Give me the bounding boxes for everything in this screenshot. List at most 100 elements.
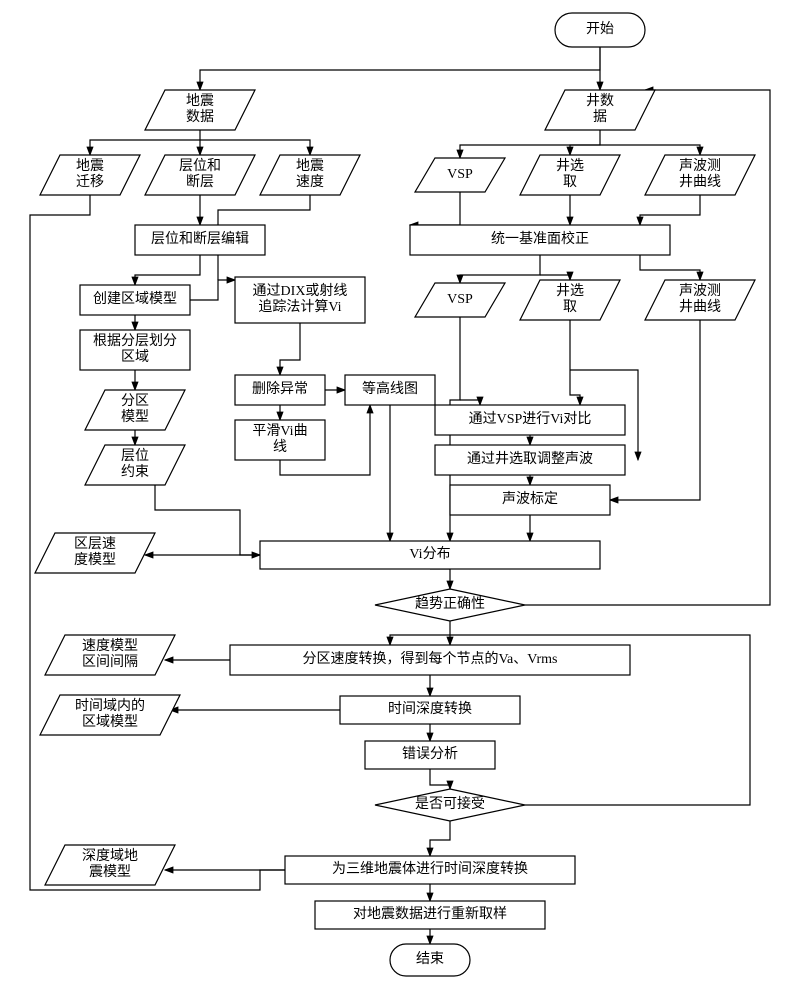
td_conv-label: 时间深度转换 (388, 700, 472, 717)
time_reg-label: 时间域内的 (75, 698, 145, 714)
adj_sonic: 通过井选取调整声波 (435, 445, 625, 475)
depth_mod: 深度域地震模型 (45, 845, 175, 885)
sonic1-label: 声波测 (679, 158, 721, 174)
divide-label: 区域 (121, 349, 149, 365)
dix: 通过DIX或射线追踪法计算Vi (235, 277, 365, 323)
resample-label: 对地震数据进行重新取样 (353, 906, 507, 922)
create_reg: 创建区域模型 (80, 285, 190, 315)
start: 开始 (555, 13, 645, 47)
zone_model-label: 模型 (121, 409, 149, 425)
adj_sonic-label: 通过井选取调整声波 (467, 451, 593, 467)
sonic2-label: 井曲线 (679, 299, 721, 315)
vi_dist-label: Vi分布 (409, 546, 450, 562)
td_conv: 时间深度转换 (340, 696, 520, 724)
edge (200, 47, 600, 90)
create_reg-label: 创建区域模型 (93, 291, 177, 307)
edge (640, 195, 700, 225)
sonic2-label: 声波测 (679, 283, 721, 299)
datum-label: 统一基准面校正 (491, 230, 589, 247)
hor_fault: 层位和断层 (145, 155, 255, 195)
trend: 趋势正确性 (375, 589, 525, 621)
seismic_data-label: 数据 (186, 109, 214, 125)
wellpick2: 井选取 (520, 280, 620, 320)
depth_mod-label: 震模型 (89, 864, 131, 880)
wellpick1-label: 井选 (556, 158, 584, 174)
td_3d: 为三维地震体进行时间深度转换 (285, 856, 575, 884)
migration-label: 地震 (76, 158, 104, 174)
start-label: 开始 (586, 21, 614, 37)
end: 结束 (390, 944, 470, 976)
del_out-label: 删除异常 (252, 381, 308, 397)
edge (155, 485, 260, 555)
hor_fault-label: 层位和 (179, 158, 221, 174)
zone_model: 分区模型 (85, 390, 185, 430)
conv: 分区速度转换，得到每个节点的Va、Vrms (230, 645, 630, 675)
sonic1-label: 井曲线 (679, 174, 721, 190)
sonic2: 声波测井曲线 (645, 280, 755, 320)
seis_vel-label: 地震 (296, 158, 324, 174)
edge (570, 320, 580, 405)
migration-label: 迁移 (76, 174, 104, 190)
edge (135, 255, 200, 285)
well_data-label: 井数 (586, 93, 614, 109)
vel_int-label: 区间间隔 (82, 654, 138, 670)
depth_mod-label: 深度域地 (82, 848, 138, 864)
migration: 地震迁移 (40, 155, 140, 195)
err: 错误分析 (365, 741, 495, 769)
edge (90, 140, 200, 155)
dix-label: 通过DIX或射线 (253, 283, 348, 299)
edge (600, 145, 700, 155)
edge (410, 192, 460, 225)
hor_const-label: 层位 (121, 448, 149, 464)
edge (640, 255, 700, 280)
del_out: 删除异常 (235, 375, 325, 405)
edge (430, 769, 450, 789)
zone_vel-label: 度模型 (74, 552, 116, 568)
td_3d-label: 为三维地震体进行时间深度转换 (332, 860, 528, 877)
hor_fault-label: 断层 (186, 174, 214, 190)
edge (460, 255, 540, 283)
zone_vel-label: 区层速 (74, 536, 116, 552)
vsp_comp-label: 通过VSP进行Vi对比 (469, 411, 592, 427)
vsp_comp: 通过VSP进行Vi对比 (435, 405, 625, 435)
wellpick1-label: 取 (563, 175, 577, 190)
edge (460, 400, 480, 405)
edge (200, 140, 310, 155)
vi_dist: Vi分布 (260, 541, 600, 569)
zone_model-label: 分区 (121, 393, 149, 409)
edge (430, 821, 450, 856)
divide-label: 根据分层划分 (93, 333, 177, 349)
well_data-label: 据 (593, 109, 607, 125)
smooth-label: 平滑Vi曲 (252, 422, 307, 439)
time_reg-label: 区域模型 (82, 714, 138, 730)
wellpick2-label: 取 (563, 300, 577, 315)
wellpick1: 井选取 (520, 155, 620, 195)
hor_const-label: 约束 (121, 464, 149, 480)
vsp1: VSP (415, 158, 505, 192)
vel_int-label: 速度模型 (82, 638, 138, 654)
divide: 根据分层划分区域 (80, 330, 190, 370)
vel_int: 速度模型区间间隔 (45, 635, 175, 675)
accept-label: 是否可接受 (415, 795, 485, 812)
smooth-label: 线 (273, 439, 287, 455)
edge (280, 323, 300, 375)
sonic_cal: 声波标定 (450, 485, 610, 515)
time_reg: 时间域内的区域模型 (40, 695, 180, 735)
sonic1: 声波测井曲线 (645, 155, 755, 195)
edge (540, 275, 570, 280)
hor_const: 层位约束 (85, 445, 185, 485)
edit_hf-label: 层位和断层编辑 (151, 231, 249, 247)
seismic_data-label: 地震 (186, 93, 214, 109)
zone_vel: 区层速度模型 (35, 533, 155, 573)
wellpick2-label: 井选 (556, 283, 584, 299)
well_data: 井数据 (545, 90, 655, 130)
sonic_cal-label: 声波标定 (502, 491, 558, 507)
vsp1-label: VSP (447, 167, 473, 182)
contour-label: 等高线图 (362, 380, 418, 397)
edge (430, 569, 450, 589)
conv-label: 分区速度转换，得到每个节点的Va、Vrms (302, 650, 557, 667)
dix-label: 追踪法计算Vi (258, 299, 341, 315)
flowchart: 开始地震数据井数据地震迁移层位和断层地震速度VSP井选取声波测井曲线层位和断层编… (0, 0, 796, 1000)
seis_vel: 地震速度 (260, 155, 360, 195)
edge (190, 280, 235, 300)
